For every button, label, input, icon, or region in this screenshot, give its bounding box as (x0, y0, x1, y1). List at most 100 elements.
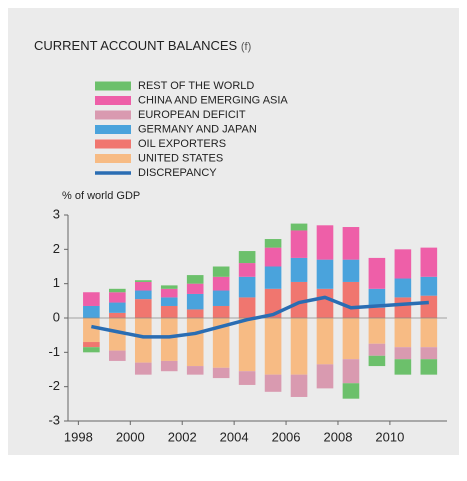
legend-swatch (95, 81, 131, 91)
bar-segment (212, 290, 230, 306)
bar-segment (342, 383, 360, 399)
bar-segment (186, 309, 204, 318)
panel (8, 8, 459, 455)
bar-segment (316, 318, 334, 365)
bar-segment (160, 285, 178, 289)
bar-segment (264, 239, 282, 248)
bar-segment (290, 281, 308, 318)
y-tick-label: 2 (53, 241, 60, 256)
legend-swatch (95, 96, 131, 105)
bar-segment (83, 347, 100, 353)
bar-segment (316, 288, 334, 318)
bar-segment (134, 290, 152, 300)
title-main: CURRENT ACCOUNT BALANCES (34, 38, 238, 53)
legend-label: DISCREPANCY (138, 167, 217, 179)
x-tick-label: 2002 (168, 429, 197, 444)
bar-segment (290, 223, 308, 231)
legend-label: OIL EXPORTERS (138, 138, 226, 150)
bar-segment (212, 266, 230, 277)
bar-segment (212, 367, 230, 379)
bar-segment (238, 371, 256, 385)
bar-segment (238, 297, 256, 318)
bar-segment (212, 305, 230, 318)
bar-segment (160, 360, 178, 372)
legend-swatch (95, 139, 131, 149)
bar-segment (420, 347, 438, 360)
y-axis-label: % of world GDP (62, 190, 140, 202)
bar-segment (134, 299, 152, 318)
y-tick-label: 3 (53, 206, 60, 221)
bar-segment (160, 305, 178, 318)
bar-segment (420, 276, 438, 296)
bar-segment (212, 276, 230, 291)
bar-segment (394, 318, 412, 348)
bar-segment (342, 259, 360, 282)
bar-segment (264, 266, 282, 289)
x-tick-label: 2000 (116, 429, 145, 444)
bar-segment (109, 312, 126, 318)
bar-segment (368, 307, 386, 318)
bar-segment (264, 318, 282, 375)
chart-title: CURRENT ACCOUNT BALANCES (f) (34, 38, 251, 53)
bar-segment (420, 295, 438, 318)
bar-segment (134, 362, 152, 375)
legend-label: CHINA AND EMERGING ASIA (138, 94, 288, 106)
bar-segment (160, 288, 178, 298)
legend-swatch (95, 154, 131, 163)
legend-swatch (95, 125, 131, 134)
bar-segment (109, 288, 126, 293)
bar-segment (83, 305, 100, 318)
bar-segment (420, 318, 438, 348)
bar-segment (134, 281, 152, 291)
x-tick-label: 1998 (64, 429, 93, 444)
legend-label: EUROPEAN DEFICIT (138, 109, 246, 121)
x-tick-label: 2008 (324, 429, 353, 444)
bar-segment (316, 259, 334, 289)
x-tick-label: 2010 (375, 429, 404, 444)
bar-segment (264, 288, 282, 318)
bar-segment (420, 359, 438, 375)
legend-swatch (95, 110, 131, 120)
y-tick-label: 0 (53, 309, 60, 324)
bar-segment (238, 251, 256, 264)
legend: REST OF THE WORLD CHINA AND EMERGING ASIA… (95, 80, 288, 179)
bar-segment (160, 297, 178, 306)
bar-segment (368, 318, 386, 344)
bar-segment (109, 292, 126, 303)
bar-segment (238, 276, 256, 298)
bar-segment (342, 359, 360, 384)
x-tick-label: 2006 (272, 429, 301, 444)
legend-label: GERMANY AND JAPAN (138, 123, 257, 135)
bar-segment (420, 247, 438, 277)
bar-segment (264, 374, 282, 392)
bar-segment (83, 342, 100, 348)
bar-segment (186, 318, 204, 367)
bar-segment (212, 318, 230, 368)
bar-segment (368, 257, 386, 289)
y-tick-label: -2 (48, 378, 60, 393)
bar-segment (83, 318, 100, 343)
bar-segment (109, 318, 126, 351)
bar-segment (368, 343, 386, 356)
bar-segment (290, 230, 308, 258)
bar-segment (134, 280, 152, 282)
bar-segment (394, 249, 412, 279)
legend-label: REST OF THE WORLD (138, 80, 254, 92)
bar-segment (186, 293, 204, 310)
y-tick-label: -1 (48, 344, 60, 359)
bar-segment (368, 288, 386, 308)
bar-segment (394, 297, 412, 318)
bar-segment (238, 318, 256, 372)
bar-segment (290, 257, 308, 282)
bar-segment (342, 318, 360, 360)
bar-segment (316, 225, 334, 260)
y-tick-label: 1 (53, 275, 60, 290)
x-tick-label: 2004 (220, 429, 249, 444)
bar-segment (186, 283, 204, 294)
bar-segment (238, 263, 256, 277)
bar-segment (394, 278, 412, 298)
bar-segment (342, 227, 360, 260)
bar-segment (134, 318, 152, 363)
